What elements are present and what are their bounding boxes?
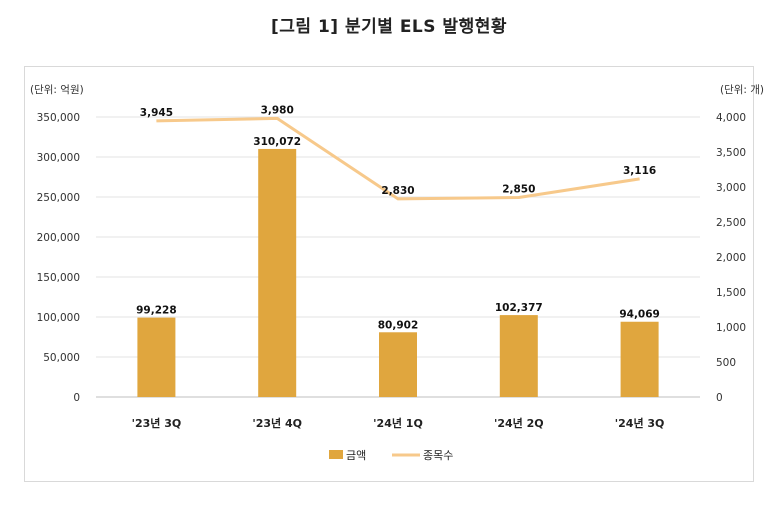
legend: 금액 종목수: [329, 449, 453, 462]
right-tick-label: 2,500: [716, 217, 746, 229]
x-tick-label: '23년 3Q: [132, 416, 182, 430]
right-tick-label: 1,500: [716, 287, 746, 299]
left-tick-label: 100,000: [37, 312, 80, 324]
right-tick-label: 500: [716, 357, 736, 369]
line-data-label: 3,980: [261, 104, 294, 116]
bar: [499, 315, 538, 397]
bar: [379, 332, 417, 397]
line-series-count: 3,945 3,980 2,830 2,850 3,116: [140, 104, 656, 201]
right-y-axis: 0 500 1,000 1,500 2,000 2,500 3,000 3,500 4,000 (…: [716, 83, 764, 404]
right-tick-label: 3,000: [716, 182, 746, 194]
x-tick-label: '24년 3Q: [615, 416, 665, 430]
bar-data-label: 94,069: [619, 309, 660, 321]
right-tick-label: 2,000: [716, 252, 746, 264]
bar-data-label: 310,072: [253, 136, 301, 148]
left-y-axis: 0 50,000 100,000 150,000 200,000 250,000 300,0…: [30, 83, 84, 404]
line-data-label: 2,850: [502, 184, 535, 196]
x-tick-label: '24년 2Q: [494, 416, 544, 430]
chart-frame: [24, 66, 754, 482]
left-tick-label: 350,000: [37, 112, 80, 124]
left-tick-label: 0: [73, 392, 80, 404]
legend-bar-swatch: [329, 450, 343, 459]
bar-series-amount: 99,228 310,072 80,902 102,377 94,069: [136, 136, 660, 397]
bar-data-label: 99,228: [136, 305, 177, 317]
legend-bar-label: 금액: [346, 449, 366, 462]
right-tick-label: 0: [716, 392, 723, 404]
left-axis-unit: (단위: 억원): [30, 83, 84, 96]
right-axis-unit: (단위: 개): [720, 83, 764, 96]
left-tick-label: 250,000: [37, 192, 80, 204]
right-tick-label: 4,000: [716, 112, 746, 124]
left-tick-label: 200,000: [37, 232, 80, 244]
right-tick-label: 3,500: [716, 147, 746, 159]
legend-line-label: 종목수: [423, 449, 453, 462]
bar: [258, 148, 297, 397]
left-tick-label: 150,000: [37, 272, 80, 284]
chart-title: [그림 1] 분기별 ELS 발행현황: [271, 17, 507, 37]
left-tick-label: 50,000: [43, 352, 80, 364]
line-data-label: 3,945: [140, 107, 173, 119]
x-tick-label: '23년 4Q: [252, 416, 302, 430]
line-data-label: 2,830: [381, 185, 414, 197]
right-tick-label: 1,000: [716, 322, 746, 334]
x-axis-categories: '23년 3Q '23년 4Q '24년 1Q '24년 2Q '24년 3Q: [132, 416, 665, 430]
line-data-label: 3,116: [623, 165, 656, 177]
bar: [620, 321, 659, 397]
bar: [137, 317, 176, 397]
bar-data-label: 80,902: [378, 319, 419, 331]
bar-data-label: 102,377: [495, 302, 543, 314]
left-tick-label: 300,000: [37, 152, 80, 164]
x-tick-label: '24년 1Q: [373, 416, 423, 430]
